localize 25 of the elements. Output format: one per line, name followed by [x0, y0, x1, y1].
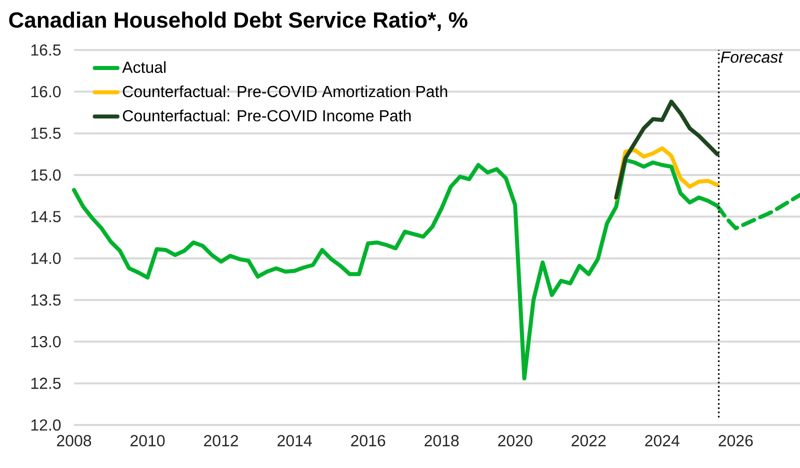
y-tick-label: 16.0	[31, 86, 61, 98]
y-tick-label: 15.5	[31, 128, 61, 139]
y-tick-label: 14.5	[31, 211, 61, 222]
x-tick-label: 2020	[498, 435, 532, 446]
y-tick-label: 16.5	[31, 44, 61, 56]
y-tick-label: 12.5	[31, 378, 61, 390]
ref-line-label: Forecast	[720, 52, 784, 63]
legend-label: Counterfactual: Pre-COVID Income Path	[122, 110, 411, 122]
x-tick-label: 2014	[278, 435, 312, 446]
y-tick-label: 14.0	[31, 252, 61, 264]
x-tick-label: 2022	[572, 435, 606, 446]
y-tick-label: 13.5	[31, 294, 61, 306]
y-tick-label: 12.0	[31, 419, 61, 431]
x-tick-label: 2012	[204, 435, 238, 446]
x-tick-label: 2026	[718, 435, 753, 446]
legend-label: Actual	[122, 61, 166, 73]
x-tick-label: 2018	[424, 435, 459, 446]
x-tick-label: 2010	[130, 435, 165, 446]
y-tick-label: 13.0	[31, 336, 61, 348]
legend-label: Counterfactual: Pre-COVID Amortization Path	[122, 85, 448, 98]
chart-title: Canadian Household Debt Service Ratio*, %	[9, 12, 468, 31]
x-tick-label: 2024	[645, 435, 680, 446]
x-tick-label: 2016	[351, 435, 386, 446]
x-tick-label: 2008	[57, 435, 92, 446]
y-tick-label: 15.0	[31, 169, 61, 181]
